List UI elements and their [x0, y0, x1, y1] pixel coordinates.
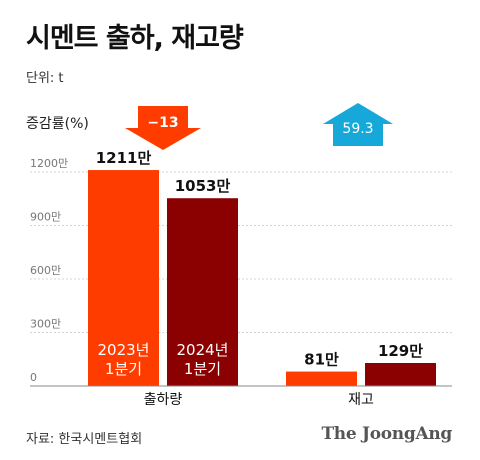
bar [286, 371, 357, 386]
up-arrow-icon [323, 103, 393, 146]
publisher-logo: The JoongAng [321, 424, 452, 444]
bar [88, 170, 159, 386]
y-tick-label: 0 [30, 371, 37, 384]
down-arrow-icon [125, 106, 201, 150]
chart-title: 시멘트 출하, 재고량 [26, 23, 244, 54]
y-tick-label: 300만 [30, 318, 61, 331]
unit-label: 단위: t [26, 71, 64, 86]
category-label: 재고 [348, 392, 374, 408]
y-tick-label: 600만 [30, 264, 61, 277]
change-rate-label: 증감률(%) [26, 116, 89, 132]
change-rate-value: 59.3 [342, 121, 373, 137]
category-label: 출하량 [144, 392, 183, 408]
bar-period-label: 1분기 [105, 360, 142, 378]
bar [365, 362, 436, 386]
change-rate-value: −13 [147, 115, 178, 131]
y-tick-label: 900만 [30, 211, 61, 224]
bar [167, 198, 238, 386]
bar-value-label: 1053만 [175, 177, 231, 195]
bar-value-label: 81만 [304, 351, 339, 369]
y-tick-label: 1200만 [30, 157, 68, 170]
source-note: 자료: 한국시멘트협회 [26, 432, 143, 447]
bar-period-label: 2024년 [177, 341, 229, 359]
bar-period-label: 2023년 [98, 341, 150, 359]
bar-value-label: 1211만 [96, 149, 152, 167]
bar-value-label: 129만 [378, 342, 423, 360]
bar-period-label: 1분기 [184, 360, 221, 378]
